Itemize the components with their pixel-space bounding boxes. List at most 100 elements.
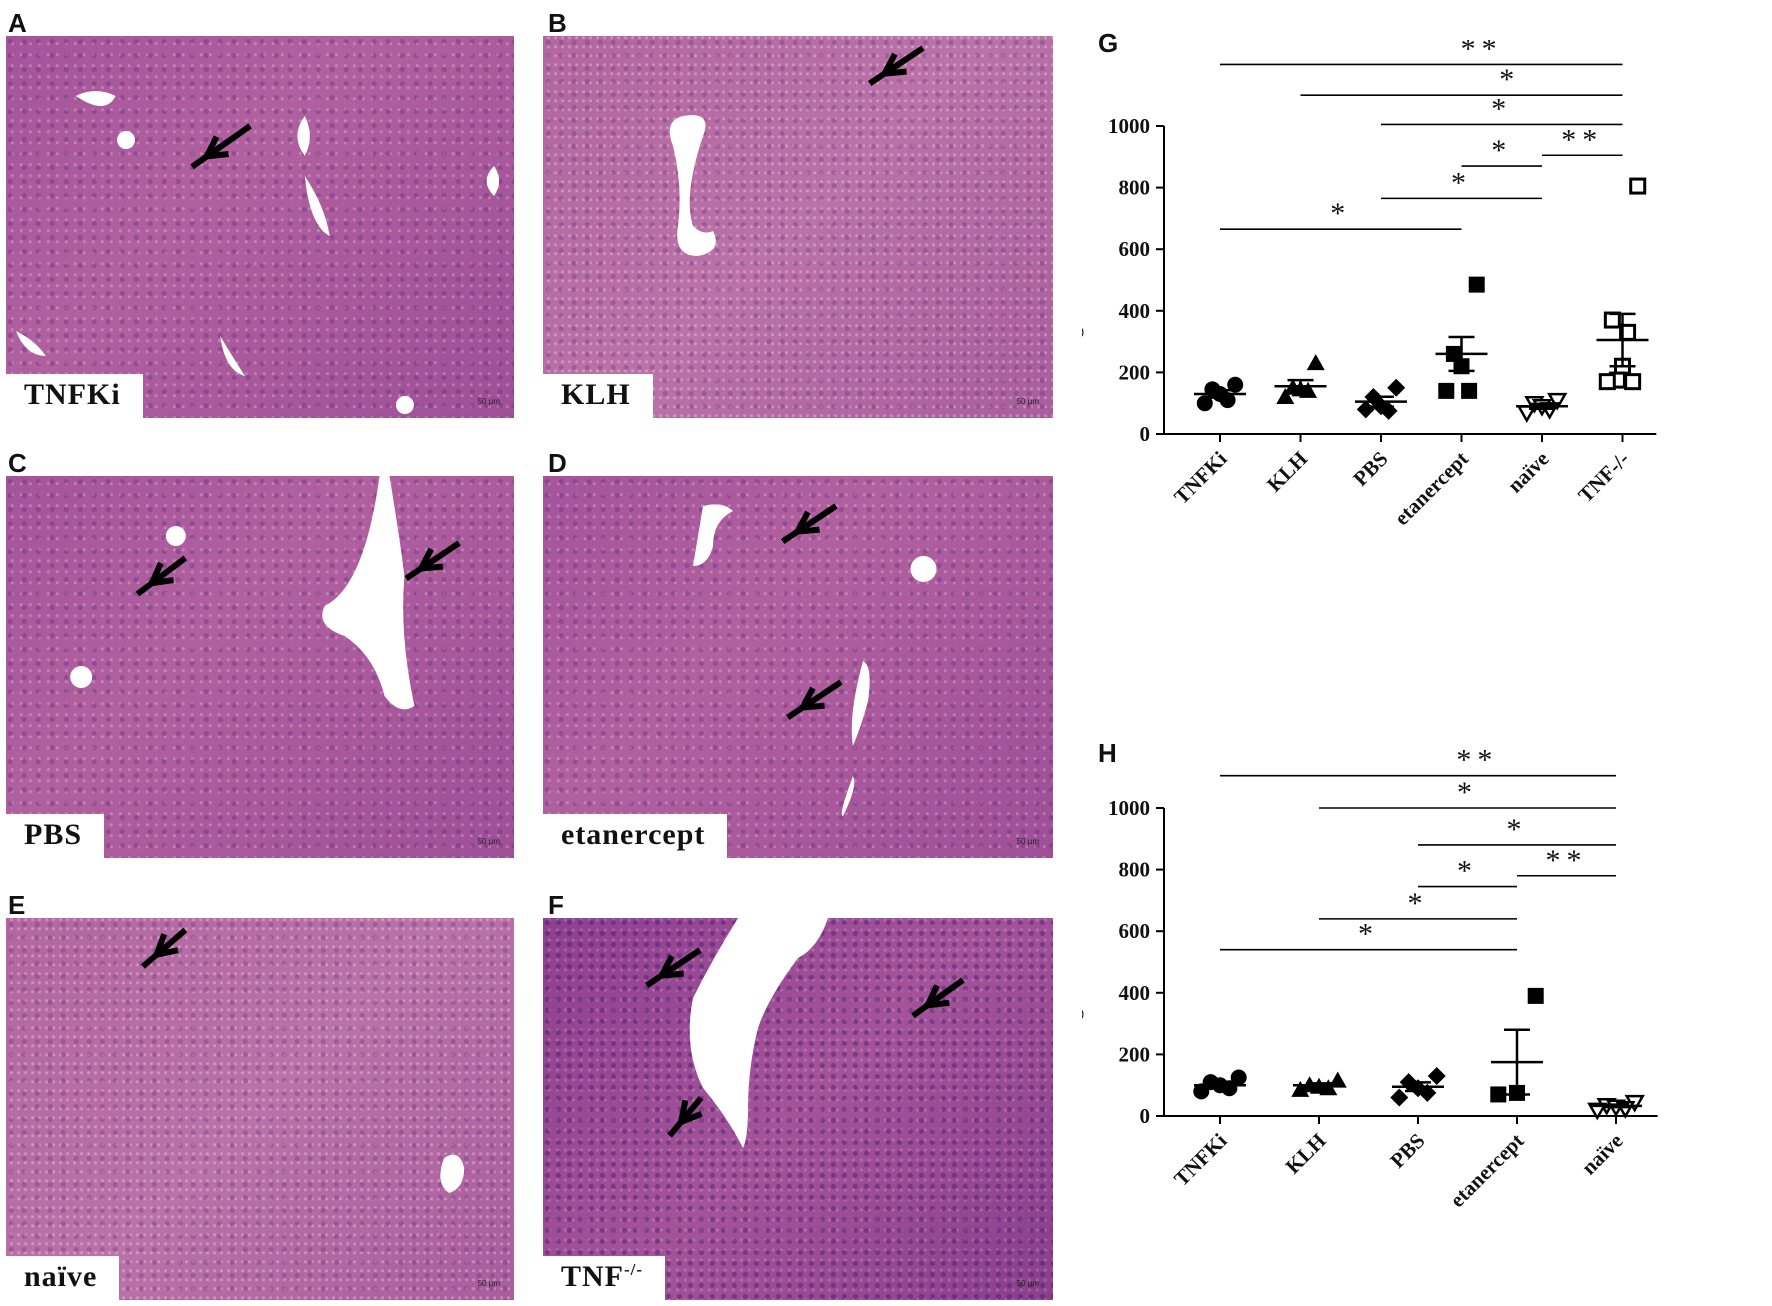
data-point (1306, 354, 1325, 371)
x-tick-label: KLH (1262, 447, 1312, 497)
micrograph-f: TNF-/- 50 µm (543, 918, 1053, 1300)
x-tick-label: PBS (1385, 1129, 1429, 1173)
significance-label: * (1507, 813, 1528, 846)
micrograph-label: KLH (543, 374, 653, 418)
vessel-lumen (689, 918, 828, 1148)
y-tick-label: 400 (1119, 981, 1151, 1005)
x-tick-label: TNFKi (1169, 1128, 1231, 1190)
y-tick-label: 200 (1119, 360, 1151, 384)
y-axis-label: Liver granuloma surface (1082, 169, 1084, 391)
micrograph-label-text: PBS (24, 818, 83, 851)
significance-label: ** (1561, 123, 1603, 156)
micrograph-label: etanercept (543, 814, 728, 858)
granuloma-arrow-icon (645, 947, 702, 989)
data-point (1427, 1066, 1446, 1085)
significance-label: * (1491, 92, 1512, 125)
significance-label: * (1491, 134, 1512, 167)
panel-letter-a: A (8, 8, 27, 38)
y-tick-label: 1000 (1108, 114, 1150, 138)
data-point (1276, 388, 1295, 405)
data-point (1387, 378, 1406, 397)
panel-letter-h: H (1098, 738, 1117, 768)
data-point (1468, 276, 1485, 293)
y-tick-label: 0 (1140, 1104, 1151, 1128)
x-tick-label: etanercept (1445, 1129, 1528, 1212)
vessel-lumen (395, 396, 414, 414)
y-axis-label: Liver granuloma surface (1082, 851, 1084, 1073)
data-point (1328, 1071, 1347, 1088)
vessel-lumen (75, 91, 116, 106)
micrograph-label-text: naïve (24, 1260, 98, 1293)
data-point (1461, 382, 1478, 399)
x-tick-label: etanercept (1390, 447, 1473, 530)
significance-label: * (1358, 918, 1379, 951)
micrograph-e: naïve 50 µm (6, 918, 514, 1300)
granuloma-arrow-icon (781, 503, 838, 545)
vessel-lumen (440, 1154, 465, 1193)
vessel-lumen (117, 131, 135, 149)
micrograph-c: PBS 50 µm (6, 476, 514, 858)
y-tick-label: 800 (1119, 858, 1151, 882)
x-tick-label: TNF-/- (1573, 447, 1634, 508)
micrograph-b: KLH 50 µm (543, 36, 1053, 418)
significance-label: * (1408, 887, 1429, 920)
y-tick-label: 0 (1140, 422, 1151, 446)
vessel-lumen (304, 176, 330, 236)
y-tick-label: 600 (1119, 919, 1151, 943)
y-tick-label: 1000 (1108, 796, 1150, 820)
data-point (1624, 373, 1642, 391)
vessel-lumen (297, 116, 310, 156)
granuloma-arrow-icon (786, 679, 843, 721)
data-point (1547, 392, 1568, 411)
y-tick-label: 800 (1119, 176, 1151, 200)
panel-letter-b: B (548, 8, 567, 38)
micrograph-d: etanercept 50 µm (543, 476, 1053, 858)
scale-bar-label: 50 µm (477, 1279, 500, 1288)
x-tick-label: KLH (1281, 1129, 1331, 1179)
x-tick-label: naïve (1577, 1129, 1628, 1180)
significance-label: ** (1546, 844, 1588, 877)
panel-letter-c: C (8, 448, 27, 478)
vessel-lumen (15, 331, 46, 356)
x-tick-label: TNFKi (1169, 446, 1231, 508)
x-tick-label: PBS (1348, 447, 1392, 491)
data-point (1587, 1102, 1608, 1121)
data-point (1390, 1088, 1409, 1107)
vessel-lumen (322, 476, 415, 710)
micrograph-label-text: TNFKi (24, 378, 121, 411)
significance-label: ** (1456, 744, 1498, 777)
data-point (1230, 1069, 1247, 1086)
vessel-lumen (669, 115, 716, 257)
scale-bar-label: 50 µm (477, 837, 500, 846)
scale-bar-label: 50 µm (1016, 837, 1039, 846)
data-point (1299, 381, 1318, 398)
y-tick-label: 200 (1119, 1042, 1151, 1066)
panel-letter-d: D (548, 448, 567, 478)
y-tick-label: 600 (1119, 237, 1151, 261)
micrograph-label: TNFKi (6, 374, 143, 418)
granuloma-arrow-icon (911, 977, 965, 1019)
scale-bar-label: 50 µm (477, 397, 500, 406)
chart-h: 0 200 400 600 800 1000 Liver granuloma surface… (1082, 744, 1658, 1212)
data-point (1629, 177, 1647, 195)
significance-label: * (1499, 63, 1520, 96)
granuloma-arrow-icon (404, 540, 461, 582)
data-point (1598, 373, 1616, 391)
vessel-lumen (841, 776, 855, 816)
significance-label: * (1330, 197, 1351, 230)
significance-label: * (1451, 166, 1472, 199)
micrograph-label: naïve (6, 1256, 120, 1300)
granuloma-arrow-icon (868, 45, 925, 87)
granuloma-arrow-icon (140, 927, 188, 969)
scale-bar-label: 50 µm (1016, 397, 1039, 406)
granuloma-arrow-icon (135, 555, 188, 597)
chart-g: 0 200 400 600 800 1000 Liver granuloma surface… (1082, 40, 1657, 530)
vessel-lumen (70, 666, 93, 688)
data-point (1227, 376, 1244, 393)
data-point (1490, 1086, 1507, 1103)
significance-label: * (1457, 776, 1478, 809)
granuloma-arrow-icon (190, 123, 252, 170)
panel-letter-g: G (1098, 28, 1119, 58)
vessel-lumen (851, 661, 870, 746)
scale-bar-label: 50 µm (1016, 1279, 1039, 1288)
